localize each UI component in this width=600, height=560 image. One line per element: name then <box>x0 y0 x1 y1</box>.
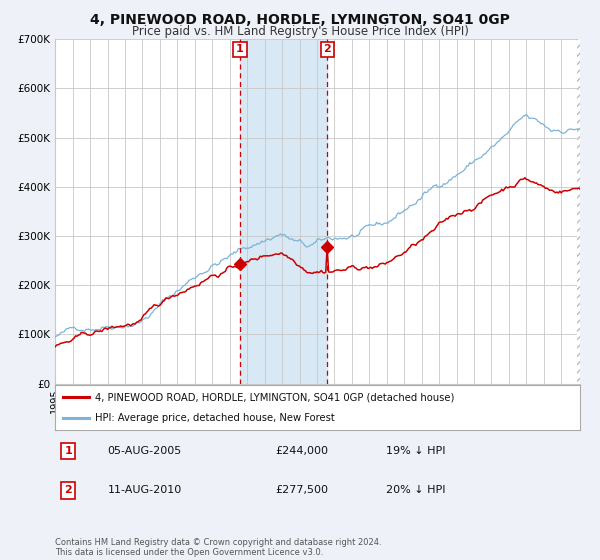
Text: £244,000: £244,000 <box>275 446 329 456</box>
Text: 2: 2 <box>323 44 331 54</box>
Text: 20% ↓ HPI: 20% ↓ HPI <box>386 486 445 496</box>
Text: HPI: Average price, detached house, New Forest: HPI: Average price, detached house, New … <box>95 413 334 423</box>
Text: Contains HM Land Registry data © Crown copyright and database right 2024.
This d: Contains HM Land Registry data © Crown c… <box>55 538 382 557</box>
Bar <box>577 39 580 384</box>
Text: £277,500: £277,500 <box>275 486 329 496</box>
Bar <box>240 39 327 384</box>
Text: 4, PINEWOOD ROAD, HORDLE, LYMINGTON, SO41 0GP (detached house): 4, PINEWOOD ROAD, HORDLE, LYMINGTON, SO4… <box>95 392 454 402</box>
Text: 1: 1 <box>64 446 72 456</box>
Text: 4, PINEWOOD ROAD, HORDLE, LYMINGTON, SO41 0GP: 4, PINEWOOD ROAD, HORDLE, LYMINGTON, SO4… <box>90 13 510 27</box>
Text: 05-AUG-2005: 05-AUG-2005 <box>108 446 182 456</box>
Text: 1: 1 <box>236 44 244 54</box>
Text: Price paid vs. HM Land Registry's House Price Index (HPI): Price paid vs. HM Land Registry's House … <box>131 25 469 38</box>
Text: 19% ↓ HPI: 19% ↓ HPI <box>386 446 445 456</box>
Text: 2: 2 <box>64 486 72 496</box>
Text: 11-AUG-2010: 11-AUG-2010 <box>108 486 182 496</box>
